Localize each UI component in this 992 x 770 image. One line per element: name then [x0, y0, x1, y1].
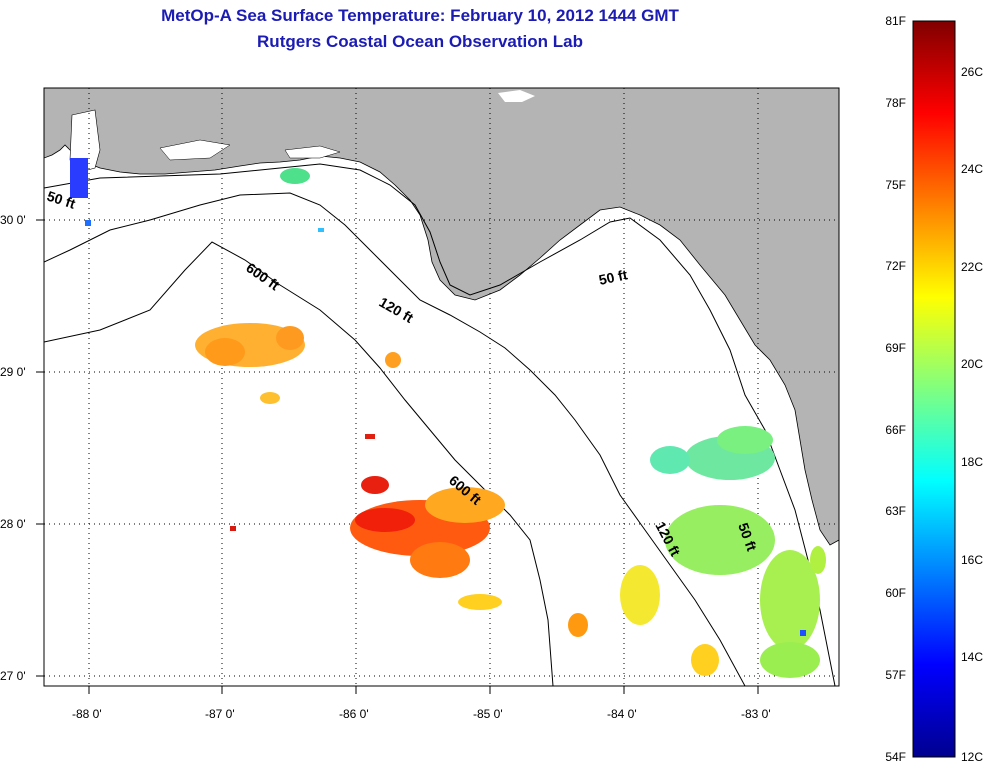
sst-patch	[385, 352, 401, 368]
sst-patch	[260, 392, 280, 404]
sst-patch	[70, 158, 88, 198]
map-subtitle: Rutgers Coastal Ocean Observation Lab	[257, 32, 583, 51]
land-area	[44, 88, 839, 546]
colorbar-f-label: 66F	[885, 423, 906, 437]
sst-patch	[810, 546, 826, 574]
colorbar-f-label: 75F	[885, 178, 906, 192]
colorbar-f-label: 63F	[885, 504, 906, 518]
lat-label: 27 0'	[0, 669, 26, 683]
lon-label: -85 0'	[473, 707, 503, 721]
inland-lake	[498, 90, 535, 102]
sst-patch	[760, 642, 820, 678]
contour-label: 50 ft	[597, 266, 629, 288]
lon-label: -86 0'	[339, 707, 369, 721]
sst-patch	[276, 326, 304, 350]
sst-patch	[650, 446, 690, 474]
colorbar-c-label: 14C	[961, 650, 983, 664]
sst-patch	[800, 630, 806, 636]
sst-patch	[361, 476, 389, 494]
sst-patch	[205, 338, 245, 366]
colorbar-c-label: 12C	[961, 750, 983, 764]
sst-patch	[410, 542, 470, 578]
sst-patch	[458, 594, 502, 610]
colorbar-c-label: 18C	[961, 455, 983, 469]
pensacola-bay	[159, 139, 231, 161]
colorbar	[912, 20, 956, 758]
colorbar-f-label: 78F	[885, 96, 906, 110]
colorbar-f-label: 72F	[885, 259, 906, 273]
lon-label: -83 0'	[741, 707, 771, 721]
sst-patch	[365, 434, 375, 439]
colorbar-c-label: 22C	[961, 260, 983, 274]
tick-marks	[36, 219, 759, 694]
colorbar-f-label: 69F	[885, 341, 906, 355]
sst-patch	[425, 487, 505, 523]
map-title: MetOp-A Sea Surface Temperature: Februar…	[161, 6, 679, 25]
lat-label: 30 0'	[0, 213, 26, 227]
sst-patch	[85, 220, 91, 226]
lon-label: -84 0'	[607, 707, 637, 721]
sst-patch	[355, 508, 415, 532]
map-border	[43, 87, 840, 687]
contour-600ft	[44, 241, 554, 686]
lon-label: -88 0'	[72, 707, 102, 721]
lat-label: 28 0'	[0, 517, 26, 531]
colorbar-c-label: 26C	[961, 65, 983, 79]
sst-patch	[620, 565, 660, 625]
sst-patch	[691, 644, 719, 676]
sst-patch	[760, 550, 820, 650]
contour-120ft	[44, 192, 746, 686]
lat-label: 29 0'	[0, 365, 26, 379]
sst-patch	[280, 168, 310, 184]
colorbar-f-label: 57F	[885, 668, 906, 682]
sst-patch	[230, 526, 236, 531]
sst-patch	[568, 613, 588, 637]
sst-patch	[665, 505, 775, 575]
colorbar-c-label: 24C	[961, 162, 983, 176]
sst-observations	[70, 158, 826, 678]
colorbar-c-label: 16C	[961, 553, 983, 567]
colorbar-c-label: 20C	[961, 357, 983, 371]
sst-patch	[318, 228, 324, 232]
lon-label: -87 0'	[205, 707, 235, 721]
sst-patch	[717, 426, 773, 454]
choctawhatchee-bay	[284, 145, 341, 159]
colorbar-f-label: 60F	[885, 586, 906, 600]
colorbar-f-label: 81F	[885, 14, 906, 28]
colorbar-f-label: 54F	[885, 750, 906, 764]
